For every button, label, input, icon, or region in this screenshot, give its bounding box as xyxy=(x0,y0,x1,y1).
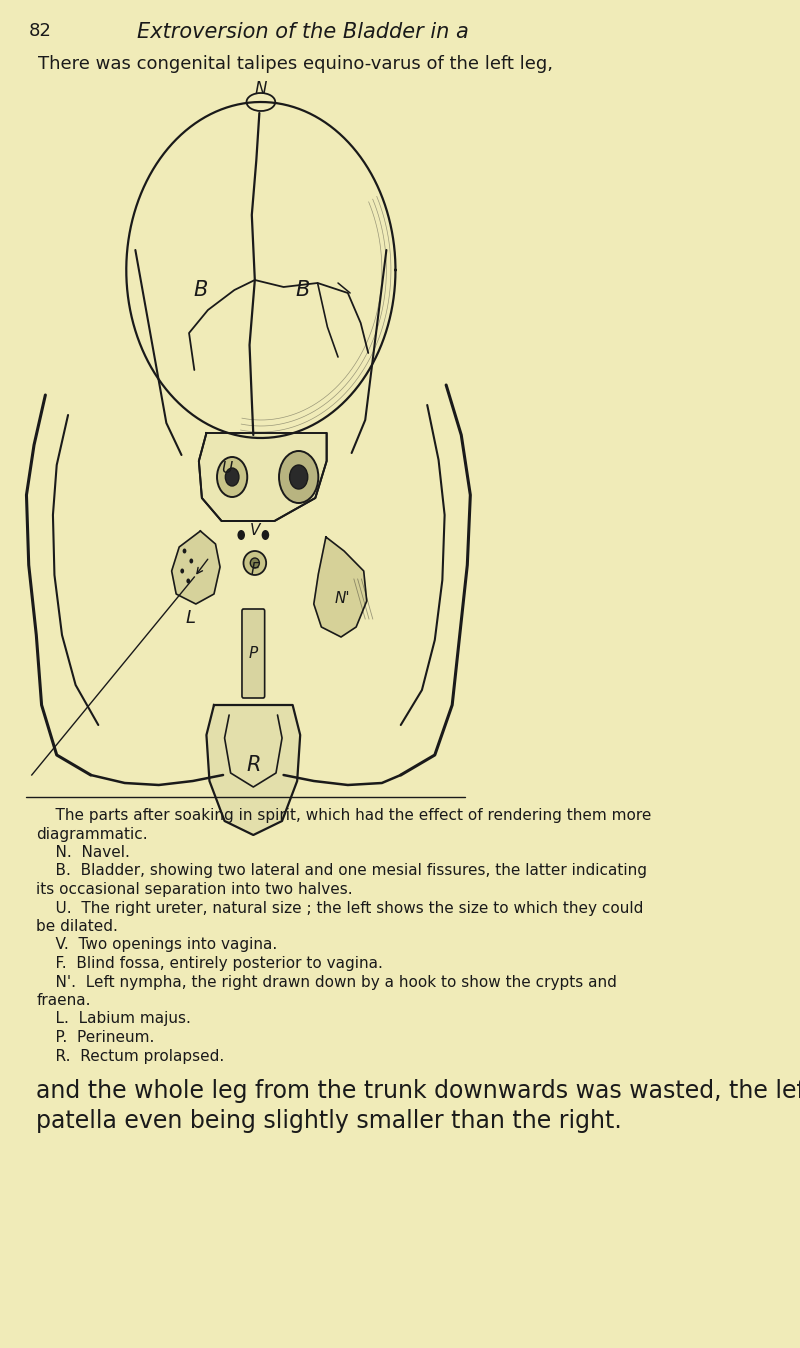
Text: F: F xyxy=(250,562,259,577)
Circle shape xyxy=(217,457,247,497)
Text: L.  Labium majus.: L. Labium majus. xyxy=(36,1011,191,1026)
Text: N.  Navel.: N. Navel. xyxy=(36,845,130,860)
Text: N': N' xyxy=(334,590,350,607)
Text: L: L xyxy=(186,609,195,627)
Text: N: N xyxy=(254,80,267,98)
Text: V.  Two openings into vagina.: V. Two openings into vagina. xyxy=(36,937,278,953)
Ellipse shape xyxy=(243,551,266,576)
Text: There was congenital talipes equino-varus of the left leg,: There was congenital talipes equino-varu… xyxy=(38,55,553,73)
Circle shape xyxy=(182,549,186,554)
Text: B: B xyxy=(295,280,310,301)
Circle shape xyxy=(226,468,239,487)
Circle shape xyxy=(186,578,190,584)
Text: U.  The right ureter, natural size ; the left shows the size to which they could: U. The right ureter, natural size ; the … xyxy=(36,900,644,915)
Text: its occasional separation into two halves.: its occasional separation into two halve… xyxy=(36,882,353,896)
Polygon shape xyxy=(314,537,366,638)
Text: N'.  Left nympha, the right drawn down by a hook to show the crypts and: N'. Left nympha, the right drawn down by… xyxy=(36,975,617,989)
Text: fraena.: fraena. xyxy=(36,993,90,1008)
Circle shape xyxy=(279,452,318,503)
Text: V: V xyxy=(250,523,260,538)
Text: B: B xyxy=(193,280,207,301)
Text: R.  Rectum prolapsed.: R. Rectum prolapsed. xyxy=(36,1049,225,1064)
Text: patella even being slightly smaller than the right.: patella even being slightly smaller than… xyxy=(36,1109,622,1134)
Text: be dilated.: be dilated. xyxy=(36,919,118,934)
Text: B.  Bladder, showing two lateral and one mesial fissures, the latter indicating: B. Bladder, showing two lateral and one … xyxy=(36,864,647,879)
Polygon shape xyxy=(199,433,326,520)
Text: Extroversion of the Bladder in a: Extroversion of the Bladder in a xyxy=(137,22,468,42)
Text: diagrammatic.: diagrammatic. xyxy=(36,826,148,841)
Circle shape xyxy=(190,558,193,563)
Polygon shape xyxy=(172,531,220,604)
Text: P: P xyxy=(249,646,258,661)
Polygon shape xyxy=(206,705,300,834)
Ellipse shape xyxy=(250,558,259,568)
Text: U: U xyxy=(222,461,233,476)
Circle shape xyxy=(238,530,245,541)
Circle shape xyxy=(290,465,308,489)
Circle shape xyxy=(262,530,269,541)
Circle shape xyxy=(180,569,184,573)
Text: R: R xyxy=(246,755,261,775)
Text: 82: 82 xyxy=(29,22,52,40)
Text: P.  Perineum.: P. Perineum. xyxy=(36,1030,154,1045)
Text: The parts after soaking in spirit, which had the effect of rendering them more: The parts after soaking in spirit, which… xyxy=(36,807,652,824)
Text: and the whole leg from the trunk downwards was wasted, the left: and the whole leg from the trunk downwar… xyxy=(36,1078,800,1103)
Text: F.  Blind fossa, entirely posterior to vagina.: F. Blind fossa, entirely posterior to va… xyxy=(36,956,383,971)
FancyBboxPatch shape xyxy=(242,609,265,698)
